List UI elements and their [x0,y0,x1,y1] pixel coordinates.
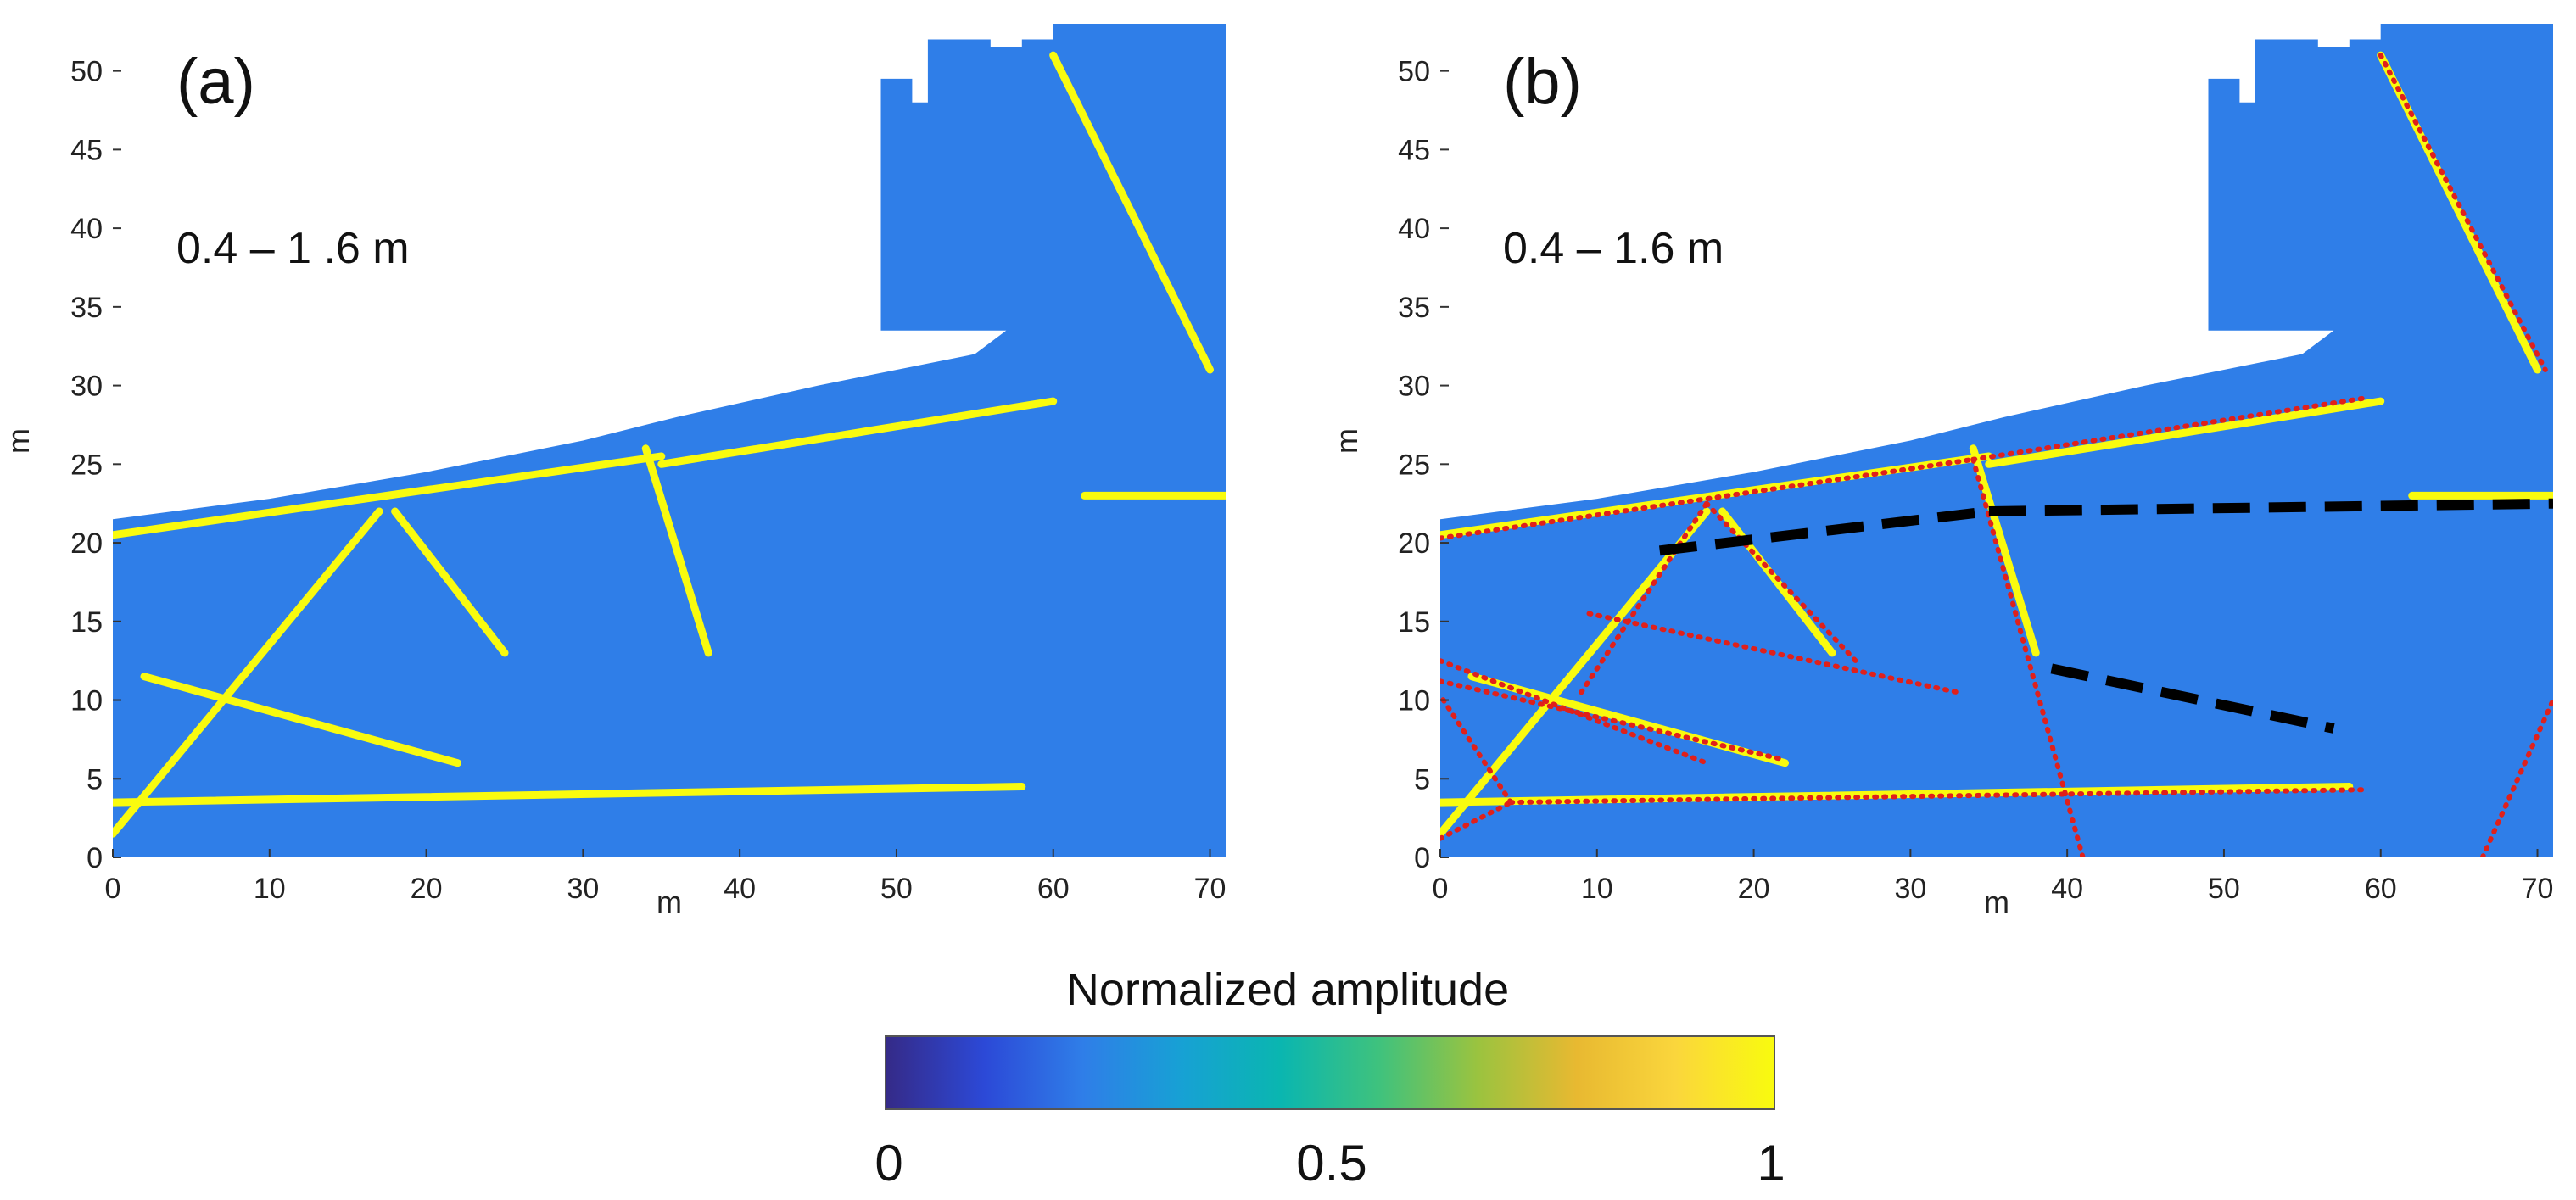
y-tick-label: 0 [87,842,103,874]
x-tick-label: 40 [724,873,756,905]
panel-a-ylabel: m [1,428,36,454]
y-tick-label: 20 [70,527,103,560]
x-tick-label: 70 [2522,873,2554,905]
panel-a-depth-label: 0.4 – 1 .6 m [176,224,410,273]
colorbar-mid-label: 0.5 [1296,1135,1366,1192]
y-tick-label: 20 [1398,527,1430,560]
panel-b-x-ticks: 0 10 20 30 40 50 60 70 [1433,849,2554,905]
panel-a-survey-area [113,24,1226,857]
panel-a-label: (a) [176,46,255,118]
x-tick-label: 30 [567,873,599,905]
x-tick-label: 40 [2051,873,2083,905]
y-tick-label: 35 [70,292,103,324]
y-tick-label: 15 [1398,606,1430,639]
y-tick-label: 10 [70,685,103,717]
anomaly-0 [1440,452,1993,539]
x-tick-label: 60 [1037,873,1070,905]
y-tick-label: 30 [70,371,103,403]
y-tick-label: 5 [1414,763,1430,795]
dotted-line-12 [2479,697,2553,857]
dashed-line-1 [1988,498,2553,516]
anomaly-2 [113,783,1026,807]
y-tick-label: 25 [1398,449,1430,481]
panel-a-anomalies [113,51,1226,838]
y-tick-label: 10 [1398,685,1430,717]
anomaly-5 [1969,444,2040,657]
x-tick-label: 50 [880,873,913,905]
y-tick-label: 25 [70,449,103,481]
dotted-line-0 [1440,456,1976,541]
anomaly-4 [1718,507,1836,657]
panel-b-survey-area [1440,24,2553,857]
y-tick-label: 40 [70,213,103,245]
x-tick-label: 0 [105,873,121,905]
x-tick-label: 50 [2208,873,2240,905]
dotted-line-6 [1704,500,1858,664]
panel-b-depth-label: 0.4 – 1.6 m [1503,224,1724,273]
panel-b: 0 10 20 30 40 50 60 70 0 5 10 15 20 25 30 35 40 45 50 m m… [1329,24,2553,919]
y-tick-label: 50 [70,56,103,88]
panel-b-label: (b) [1503,46,1582,118]
y-tick-label: 35 [1398,292,1430,324]
x-tick-label: 60 [2365,873,2397,905]
x-tick-label: 0 [1433,873,1449,905]
dotted-line-10 [1970,456,2086,857]
anomaly-3 [1440,507,1711,838]
y-tick-label: 0 [1414,842,1430,874]
x-tick-label: 10 [1581,873,1613,905]
dotted-line-11 [2378,53,2548,372]
panel-a-y-ticks: 0 5 10 15 20 25 30 35 40 45 50 [70,56,121,874]
panel-b-y-ticks: 0 5 10 15 20 25 30 35 40 45 50 [1398,56,1449,874]
dotted-line-1 [1970,395,2368,462]
anomaly-1 [657,397,1058,468]
anomaly-6 [140,673,461,767]
anomaly-1 [1985,397,2385,468]
y-tick-label: 5 [87,763,103,795]
y-tick-label: 15 [70,606,103,639]
colorbar-max-label: 1 [1757,1135,1785,1192]
dotted-line-4 [1508,787,2368,806]
anomaly-4 [391,507,509,657]
x-tick-label: 70 [1194,873,1227,905]
dotted-line-5 [1579,500,1710,695]
panel-a: 0 10 20 30 40 50 60 70 0 5 10 15 20 25 30 35 40 45 50 m m… [1,24,1226,919]
dotted-line-3 [1440,693,1514,806]
colorbar-title: Normalized amplitude [1066,964,1509,1015]
dotted-line-2 [1440,800,1514,841]
colorbar-gradient [885,1035,1775,1110]
dotted-line-8 [1440,678,1788,762]
panel-b-heatmap [1440,24,2553,857]
panel-a-x-ticks: 0 10 20 30 40 50 60 70 [105,849,1227,905]
panel-a-xlabel: m [657,885,682,919]
y-tick-label: 50 [1398,56,1430,88]
anomaly-5 [641,444,712,657]
y-tick-label: 30 [1398,371,1430,403]
panel-b-interpreted-dashed [1658,498,2553,734]
anomaly-8 [1049,51,1214,374]
x-tick-label: 20 [411,873,443,905]
anomaly-3 [113,507,383,838]
panel-a-heatmap [113,24,1226,857]
y-tick-label: 40 [1398,213,1430,245]
dotted-line-7 [1440,658,1710,766]
y-tick-label: 45 [1398,134,1430,166]
x-tick-label: 20 [1738,873,1770,905]
x-tick-label: 10 [254,873,286,905]
x-tick-label: 30 [1894,873,1926,905]
y-tick-label: 45 [70,134,103,166]
colorbar-min-label: 0 [874,1135,902,1192]
panel-b-xlabel: m [1984,885,2009,919]
panel-b-ylabel: m [1329,428,1364,454]
panel-b-interpreted-dotted [1440,53,2553,857]
dotted-line-9 [1586,611,1960,695]
anomaly-0 [113,452,666,539]
colorbar: Normalized amplitude 0 0.5 1 [874,964,1785,1192]
dashed-line-2 [2050,663,2335,734]
